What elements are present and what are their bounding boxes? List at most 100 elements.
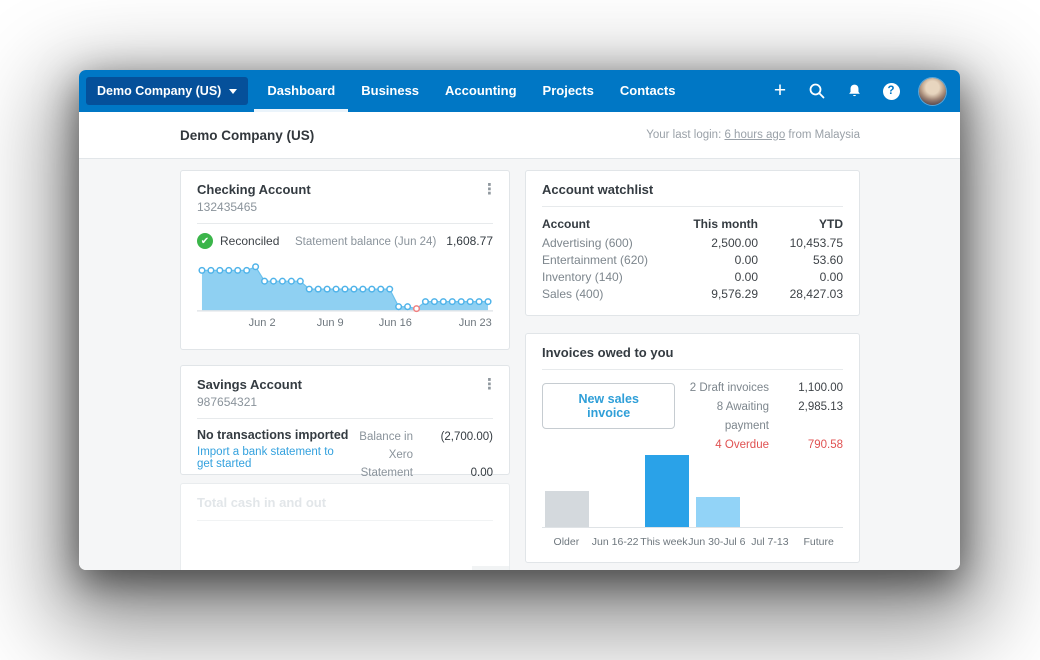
bar-column-jun-30-jul-6[interactable] bbox=[693, 448, 743, 527]
nav-tab-contacts[interactable]: Contacts bbox=[619, 83, 676, 98]
invoice-status-label: 2 Draft invoices bbox=[689, 382, 769, 394]
chart-marker[interactable] bbox=[332, 285, 340, 293]
total-cash-card-loading: Total cash in and out bbox=[180, 483, 510, 570]
chart-marker[interactable] bbox=[278, 277, 286, 285]
bar-column-this-week[interactable] bbox=[642, 448, 692, 527]
chart-marker[interactable] bbox=[261, 277, 269, 285]
bar[interactable] bbox=[645, 455, 690, 527]
watchlist-cell-value: 2,500.00 bbox=[711, 236, 758, 250]
last-login-link[interactable]: 6 hours ago bbox=[724, 129, 786, 141]
savings-empty-state: No transactions imported Import a bank s… bbox=[197, 428, 352, 500]
bar[interactable] bbox=[695, 497, 740, 527]
chart-marker[interactable] bbox=[314, 285, 322, 293]
chart-marker[interactable] bbox=[225, 266, 233, 274]
last-login-prefix: Your last login: bbox=[646, 129, 722, 141]
chart-marker-highlighted[interactable] bbox=[412, 305, 421, 313]
savings-balances: Balance in Xero (2,700.00) Statement bal… bbox=[352, 428, 493, 500]
savings-account-title: Savings Account bbox=[197, 377, 302, 392]
nav-tab-business[interactable]: Business bbox=[361, 83, 420, 98]
chart-marker[interactable] bbox=[439, 298, 447, 306]
bar-category-label: Jul 7-13 bbox=[751, 536, 789, 548]
watchlist-row[interactable]: Sales (400) 9,576.29 28,427.03 bbox=[542, 286, 843, 303]
notifications-button[interactable] bbox=[843, 80, 865, 102]
x-axis-tick-label: Jun 2 bbox=[248, 317, 276, 329]
new-sales-invoice-button[interactable]: New sales invoice bbox=[542, 383, 676, 429]
checking-balance-chart[interactable] bbox=[197, 257, 493, 315]
invoice-statuses: 2 Draft invoices 1,100.00 8 Awaiting payme… bbox=[675, 379, 843, 455]
bar-category-label: Jun 30-Jul 6 bbox=[688, 536, 746, 548]
bar-column-older[interactable] bbox=[542, 448, 592, 527]
balance-row: Balance in Xero (2,700.00) bbox=[352, 428, 493, 464]
chart-marker[interactable] bbox=[323, 285, 331, 293]
watchlist-cell-value: 53.60 bbox=[812, 253, 843, 267]
chart-marker[interactable] bbox=[198, 266, 206, 274]
chart-marker[interactable] bbox=[404, 303, 412, 311]
chart-marker[interactable] bbox=[287, 277, 295, 285]
area-chart-svg bbox=[197, 263, 493, 313]
bar-column-future[interactable] bbox=[793, 448, 843, 527]
kebab-menu-icon[interactable]: ⋮ bbox=[482, 181, 497, 198]
chart-marker[interactable] bbox=[207, 266, 215, 274]
chart-marker[interactable] bbox=[395, 303, 403, 311]
chart-marker[interactable] bbox=[350, 285, 358, 293]
chart-marker[interactable] bbox=[252, 263, 260, 271]
right-column: Account watchlist Account This month YTD Ad… bbox=[525, 170, 860, 563]
import-statement-link[interactable]: Import a bank statement to get started bbox=[197, 446, 334, 470]
loading-placeholder-block bbox=[472, 566, 509, 570]
chart-marker[interactable] bbox=[359, 285, 367, 293]
bar-column-jun-16-22[interactable] bbox=[592, 448, 642, 527]
last-login-suffix: from Malaysia bbox=[788, 129, 860, 141]
checking-account-number: 132435465 bbox=[197, 200, 258, 214]
chart-marker[interactable] bbox=[466, 298, 474, 306]
savings-account-number: 987654321 bbox=[197, 395, 258, 409]
divider bbox=[197, 520, 493, 521]
chart-marker[interactable] bbox=[243, 266, 251, 274]
bar-column-jul-7-13[interactable] bbox=[743, 448, 793, 527]
chart-marker[interactable] bbox=[296, 277, 304, 285]
last-login-status: Your last login: 6 hours ago from Malays… bbox=[646, 129, 860, 141]
help-button[interactable]: ? bbox=[880, 80, 902, 102]
watchlist-row[interactable]: Advertising (600) 2,500.00 10,453.75 bbox=[542, 235, 843, 252]
chart-marker[interactable] bbox=[475, 298, 483, 306]
plus-icon: + bbox=[773, 79, 787, 102]
add-new-button[interactable]: + bbox=[769, 80, 791, 102]
chart-marker[interactable] bbox=[305, 285, 313, 293]
reconciled-row: ✔ Reconciled Statement balance (Jun 24) … bbox=[197, 233, 493, 249]
checking-chart-axis-labels: Jun 2 Jun 9 Jun 16 Jun 23 bbox=[197, 317, 493, 331]
search-button[interactable] bbox=[806, 80, 828, 102]
page-header: Demo Company (US) Your last login: 6 hou… bbox=[79, 112, 960, 159]
chart-marker[interactable] bbox=[386, 285, 394, 293]
nav-tab-projects[interactable]: Projects bbox=[542, 83, 594, 98]
chart-marker[interactable] bbox=[269, 277, 278, 285]
user-avatar[interactable] bbox=[919, 77, 946, 105]
bar[interactable] bbox=[545, 491, 590, 527]
org-selector-dropdown[interactable]: Demo Company (US) bbox=[86, 77, 249, 105]
watchlist-row[interactable]: Inventory (140) 0.00 0.00 bbox=[542, 269, 843, 286]
chart-marker[interactable] bbox=[234, 266, 242, 274]
invoices-title: Invoices owed to you bbox=[542, 345, 674, 360]
chart-marker[interactable] bbox=[368, 285, 376, 293]
watchlist-header-row: Account This month YTD bbox=[542, 216, 843, 233]
chart-marker[interactable] bbox=[457, 298, 465, 306]
nav-tab-accounting[interactable]: Accounting bbox=[445, 83, 517, 98]
chart-marker[interactable] bbox=[430, 298, 438, 306]
invoices-bar-chart[interactable] bbox=[542, 448, 843, 528]
invoice-status-row[interactable]: 2 Draft invoices 1,100.00 bbox=[675, 379, 843, 398]
invoice-status-row[interactable]: 4 Overdue 790.58 bbox=[675, 436, 843, 455]
kebab-menu-icon[interactable]: ⋮ bbox=[482, 376, 497, 393]
invoice-status-label: 8 Awaiting payment bbox=[716, 401, 769, 432]
chart-marker[interactable] bbox=[216, 266, 224, 274]
chart-marker[interactable] bbox=[341, 285, 349, 293]
chart-marker[interactable] bbox=[377, 285, 385, 293]
watchlist-column-header: Account bbox=[542, 217, 590, 231]
chart-marker[interactable] bbox=[448, 298, 456, 306]
chart-marker[interactable] bbox=[421, 298, 429, 306]
watchlist-row[interactable]: Entertainment (620) 0.00 53.60 bbox=[542, 252, 843, 269]
nav-tab-dashboard[interactable]: Dashboard bbox=[254, 70, 349, 112]
invoice-status-value: 2,985.13 bbox=[798, 401, 843, 413]
invoice-status-row[interactable]: 8 Awaiting payment 2,985.13 bbox=[675, 398, 843, 436]
watchlist-cell-value: 9,576.29 bbox=[711, 287, 758, 301]
chart-marker[interactable] bbox=[484, 298, 492, 306]
help-icon: ? bbox=[882, 82, 900, 100]
